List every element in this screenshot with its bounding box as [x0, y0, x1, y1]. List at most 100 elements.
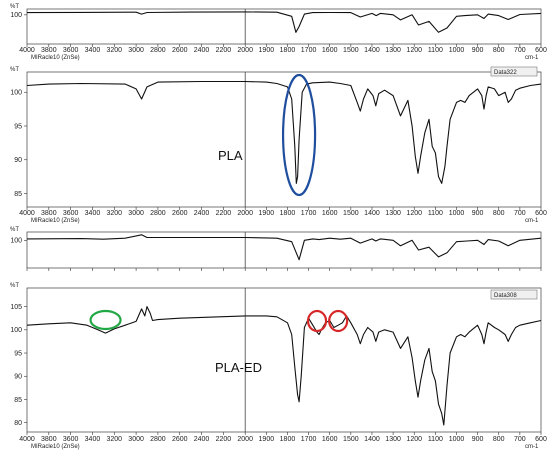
x-tick-label: 900	[472, 210, 484, 217]
x-tick-label: 2200	[216, 436, 232, 443]
legend-box	[490, 289, 538, 300]
x-tick-label: 4000	[19, 436, 35, 443]
x-tick-label: 600	[535, 436, 547, 443]
y-tick-label: 100	[10, 90, 22, 97]
x-tick-label: 3200	[106, 47, 122, 54]
x-tick-label: 2800	[150, 436, 166, 443]
legend-box	[490, 66, 538, 77]
x-tick-label: 3400	[85, 47, 101, 54]
x-tick-label: 2800	[150, 47, 166, 54]
x-unit-label: cm-1	[525, 55, 539, 61]
highlight-ellipse	[281, 73, 317, 197]
x-tick-label: 800	[493, 436, 505, 443]
x-tick-label: 600	[535, 47, 547, 54]
x-tick-label: 1900	[259, 47, 275, 54]
spectrum-line	[26, 80, 542, 184]
x-tick-label: 2200	[216, 210, 232, 217]
x-tick-label: 3600	[63, 436, 79, 443]
x-tick-label: 2000	[237, 436, 253, 443]
legend-label: Data308	[494, 293, 517, 299]
y-tick-label: 100	[10, 327, 22, 334]
x-tick-label: 700	[514, 210, 526, 217]
x-tick-label: 2000	[237, 47, 253, 54]
x-tick-label: 2400	[194, 436, 210, 443]
y-tick-label: 90	[14, 157, 22, 164]
plot-frame	[26, 287, 542, 433]
x-tick-label: 3800	[41, 47, 57, 54]
x-tick-label: 700	[514, 436, 526, 443]
x-tick-label: 900	[472, 47, 484, 54]
x-tick-label: 2600	[172, 210, 188, 217]
spectrum-panel-1: 100 %T 4000 3800 3600 3400 3200 3000 2800 2600 240…	[10, 4, 547, 61]
sample-label: PLA-ED	[215, 360, 262, 375]
x-tick-label: 3200	[106, 436, 122, 443]
x-tick-label: 3600	[63, 47, 79, 54]
y-axis-label: %T	[10, 4, 19, 10]
y-tick-label: 100	[10, 238, 22, 245]
x-tick-label: 3600	[63, 210, 79, 217]
y-tick-label: 95	[14, 350, 22, 357]
x-tick-label: 700	[514, 47, 526, 54]
x-tick-label: 1100	[428, 47, 443, 54]
x-tick-label: 1100	[428, 436, 443, 443]
y-axis-label: %T	[10, 283, 19, 289]
x-tick-label: 1000	[449, 47, 465, 54]
y-axis-label: %T	[10, 67, 19, 73]
x-tick-label: 1900	[259, 436, 275, 443]
x-tick-label: 3000	[128, 210, 144, 217]
y-tick-label: 85	[14, 191, 22, 198]
x-unit-label: cm-1	[525, 218, 539, 224]
x-tick-label: 3200	[106, 210, 122, 217]
x-tick-label: 1500	[343, 47, 359, 54]
highlight-ellipse	[89, 309, 122, 331]
legend-label: Data322	[494, 70, 517, 76]
x-tick-label: 4000	[19, 47, 35, 54]
x-tick-label: 1800	[280, 210, 296, 217]
x-tick-label: 1700	[301, 436, 317, 443]
x-tick-label: 2800	[150, 210, 166, 217]
y-tick-label: 90	[14, 374, 22, 381]
sample-label: PLA	[218, 148, 243, 163]
x-tick-label: 1400	[364, 436, 380, 443]
x-tick-label: 1700	[301, 210, 317, 217]
x-tick-label: 1200	[406, 210, 422, 217]
spectrum-panel-3: 100 %T	[10, 227, 542, 271]
x-tick-label: 900	[472, 436, 484, 443]
x-tick-label: 1700	[301, 47, 317, 54]
x-tick-label: 2000	[237, 210, 253, 217]
x-tick-label: 800	[493, 210, 505, 217]
x-tick-label: 3400	[85, 210, 101, 217]
x-tick-label: 1600	[322, 47, 338, 54]
y-axis-label: %T	[10, 227, 19, 233]
x-tick-label: 1000	[449, 436, 465, 443]
x-tick-label: 1400	[364, 210, 380, 217]
y-tick-label: 85	[14, 397, 22, 404]
y-tick-label: 95	[14, 123, 22, 130]
plot-frame	[26, 8, 542, 45]
x-tick-label: 3000	[128, 436, 144, 443]
x-tick-label: 2400	[194, 47, 210, 54]
x-tick-label: 1500	[343, 210, 359, 217]
x-tick-label: 4000	[19, 210, 35, 217]
spectrum-line	[26, 306, 542, 426]
x-tick-label: 1200	[406, 47, 422, 54]
x-tick-label: 1500	[343, 436, 359, 443]
y-tick-label: 80	[14, 420, 22, 427]
x-tick-label: 2400	[194, 210, 210, 217]
x-tick-label: 1300	[385, 47, 401, 54]
spectrum-line	[26, 234, 542, 261]
x-tick-label: 3400	[85, 436, 101, 443]
x-tick-label: 2600	[172, 436, 188, 443]
x-tick-label: 1300	[385, 436, 401, 443]
x-tick-label: 1400	[364, 47, 380, 54]
x-unit-label: cm-1	[525, 444, 539, 450]
x-tick-label: 2600	[172, 47, 188, 54]
x-tick-label: 3800	[41, 436, 57, 443]
panels-group: 100 %T 4000 3800 3600 3400 3200 3000 2800 2600 240…	[10, 4, 547, 450]
y-tick-label: 100	[10, 12, 22, 19]
spectrum-line	[26, 11, 542, 33]
instrument-label: MIRacle10 (ZnSe)	[31, 444, 80, 450]
instrument-label: MIRacle10 (ZnSe)	[31, 218, 80, 224]
x-tick-label: 1200	[406, 436, 422, 443]
